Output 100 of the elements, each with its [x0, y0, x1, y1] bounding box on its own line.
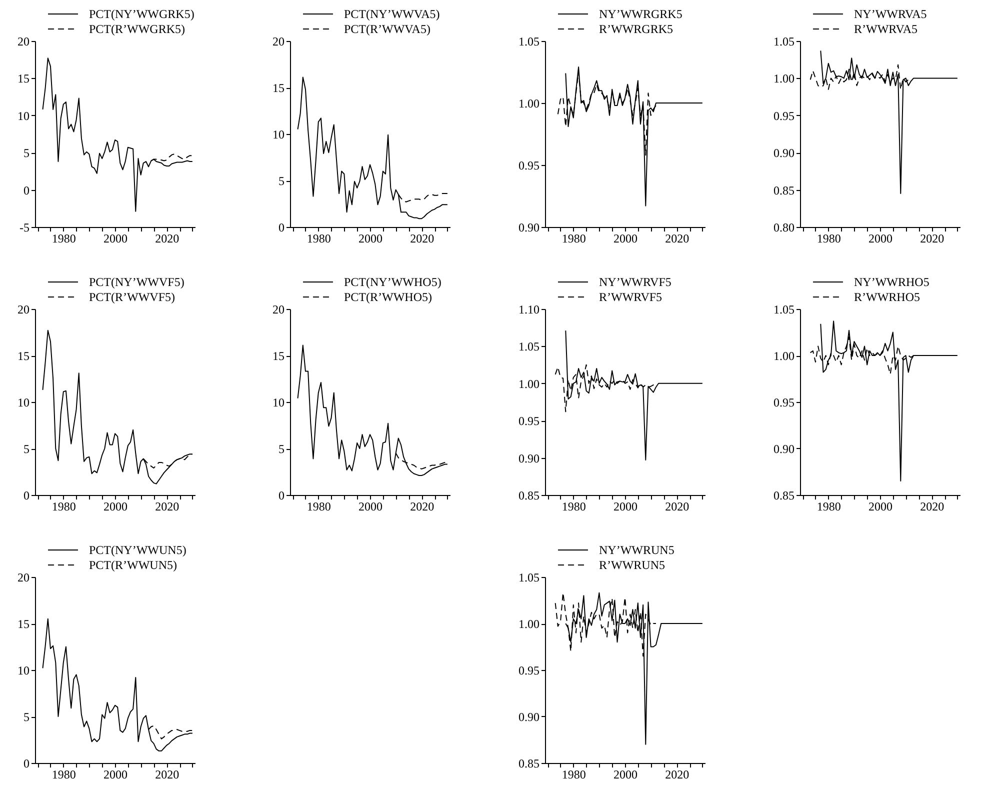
legend-label: NY’WWRHO5	[854, 275, 930, 289]
x-tick-label: 1980	[52, 768, 76, 782]
y-tick-label: 5	[278, 174, 284, 188]
y-tick-label: 15	[272, 81, 284, 95]
legend-label: PCT(NY’WWUN5)	[89, 543, 186, 557]
y-tick-label: 1.00	[518, 617, 540, 631]
y-tick-label: 1.00	[518, 96, 540, 110]
legend-label: NY’WWRUN5	[599, 543, 674, 557]
legend-label: NY’WWRVA5	[854, 7, 927, 21]
x-tick-label: 2020	[155, 232, 180, 246]
y-tick-label: 1.05	[774, 34, 794, 48]
y-tick-label: 5	[24, 710, 30, 724]
y-tick-label: 10	[18, 396, 30, 410]
legend-label: R’WWRHO5	[854, 290, 920, 304]
y-tick-label: 1.05	[774, 302, 794, 316]
x-tick-label: 1980	[562, 500, 586, 514]
y-tick-label: 0.95	[774, 396, 794, 410]
legend-label: R’WWRVA5	[854, 22, 918, 36]
legend-label: PCT(NY’WWVF5)	[89, 275, 184, 289]
x-tick-label: 2000	[614, 768, 638, 782]
y-tick-label: 20	[18, 34, 30, 48]
x-tick-label: 2020	[155, 768, 180, 782]
x-tick-label: 2020	[410, 500, 434, 514]
line-series	[297, 76, 448, 220]
x-tick-label: 2020	[155, 500, 180, 514]
y-tick-label: 1.05	[518, 340, 540, 354]
y-tick-label: 1.05	[518, 34, 540, 48]
x-tick-label: 1980	[816, 500, 841, 514]
line-series	[42, 618, 193, 752]
y-tick-label: 5	[278, 442, 284, 456]
legend-label: PCT(NY’WWVA5)	[344, 7, 440, 21]
x-tick-label: 2000	[614, 232, 638, 246]
y-tick-label: 20	[272, 34, 284, 48]
y-tick-label: 0.85	[518, 756, 540, 770]
x-tick-label: 2000	[104, 768, 128, 782]
x-tick-label: 2020	[665, 500, 690, 514]
legend-label: PCT(R’WWVA5)	[344, 22, 430, 36]
legend-label: PCT(R’WWUN5)	[89, 558, 177, 572]
y-tick-label: 5	[24, 442, 30, 456]
x-tick-label: 2020	[920, 232, 944, 246]
x-tick-label: 1980	[306, 500, 331, 514]
legend-label: PCT(NY’WWGRK5)	[89, 7, 194, 21]
x-tick-label: 2020	[410, 232, 434, 246]
x-tick-label: 1980	[562, 768, 586, 782]
y-tick-label: 0	[24, 183, 30, 198]
y-tick-label: 0.90	[774, 146, 794, 160]
y-tick-label: 0.90	[518, 710, 540, 724]
legend-label: R’WWRGRK5	[599, 22, 673, 36]
y-tick-label: 0.90	[518, 220, 540, 234]
x-tick-label: 2020	[920, 500, 944, 514]
y-tick-label: 0	[278, 220, 284, 234]
y-tick-label: 1.00	[774, 349, 794, 363]
y-tick-label: 1.00	[518, 376, 540, 391]
legend-label: R’WWRVF5	[599, 290, 662, 304]
y-tick-label: 5	[24, 146, 30, 160]
x-tick-label: 1980	[306, 232, 331, 246]
line-series	[42, 58, 193, 212]
y-tick-label: 0.85	[774, 183, 794, 198]
y-tick-label: 10	[18, 664, 30, 678]
y-tick-label: 0.80	[774, 220, 794, 234]
x-tick-label: 2000	[868, 232, 892, 246]
y-tick-label: 10	[272, 128, 284, 142]
y-tick-label: 0	[278, 488, 284, 502]
legend-label: PCT(R’WWGRK5)	[89, 22, 185, 36]
y-tick-label: 0.95	[518, 158, 540, 172]
legend-label: NY’WWRVF5	[599, 275, 672, 289]
x-tick-label: 2020	[665, 768, 690, 782]
x-tick-label: 1980	[562, 232, 586, 246]
x-tick-label: 2000	[358, 500, 382, 514]
y-tick-label: 0.85	[518, 488, 540, 502]
x-tick-label: 1980	[52, 232, 76, 246]
legend-label: PCT(R’WWHO5)	[344, 290, 432, 304]
x-tick-label: 2000	[868, 500, 892, 514]
y-tick-label: 0.95	[518, 664, 540, 678]
y-tick-label: 15	[18, 617, 30, 631]
x-tick-label: 2000	[614, 500, 638, 514]
y-tick-label: 0.95	[518, 414, 540, 428]
y-tick-label: 0.90	[518, 451, 540, 466]
legend-label: PCT(R’WWVF5)	[89, 290, 175, 304]
legend-label: R’WWRUN5	[599, 558, 665, 572]
legend-label: NY’WWRGRK5	[599, 7, 682, 21]
y-tick-label: 0.95	[774, 108, 794, 123]
y-tick-label: 0	[24, 488, 30, 502]
x-tick-label: 2000	[358, 232, 382, 246]
y-tick-label: 1.10	[518, 302, 540, 316]
y-tick-label: 20	[272, 302, 284, 316]
legend-label: PCT(NY’WWHO5)	[344, 275, 442, 289]
y-tick-label: -5	[20, 220, 30, 234]
x-tick-label: 1980	[816, 232, 841, 246]
y-tick-label: 10	[272, 396, 284, 410]
x-tick-label: 2020	[665, 232, 690, 246]
x-tick-label: 2000	[104, 500, 128, 514]
y-tick-label: 0.90	[774, 442, 794, 456]
y-tick-label: 15	[18, 72, 30, 86]
y-tick-label: 1.05	[518, 570, 540, 584]
y-tick-label: 20	[18, 570, 30, 584]
y-tick-label: 0	[24, 756, 30, 770]
y-tick-label: 20	[18, 302, 30, 316]
y-tick-label: 15	[18, 349, 30, 363]
y-tick-label: 15	[272, 349, 284, 363]
